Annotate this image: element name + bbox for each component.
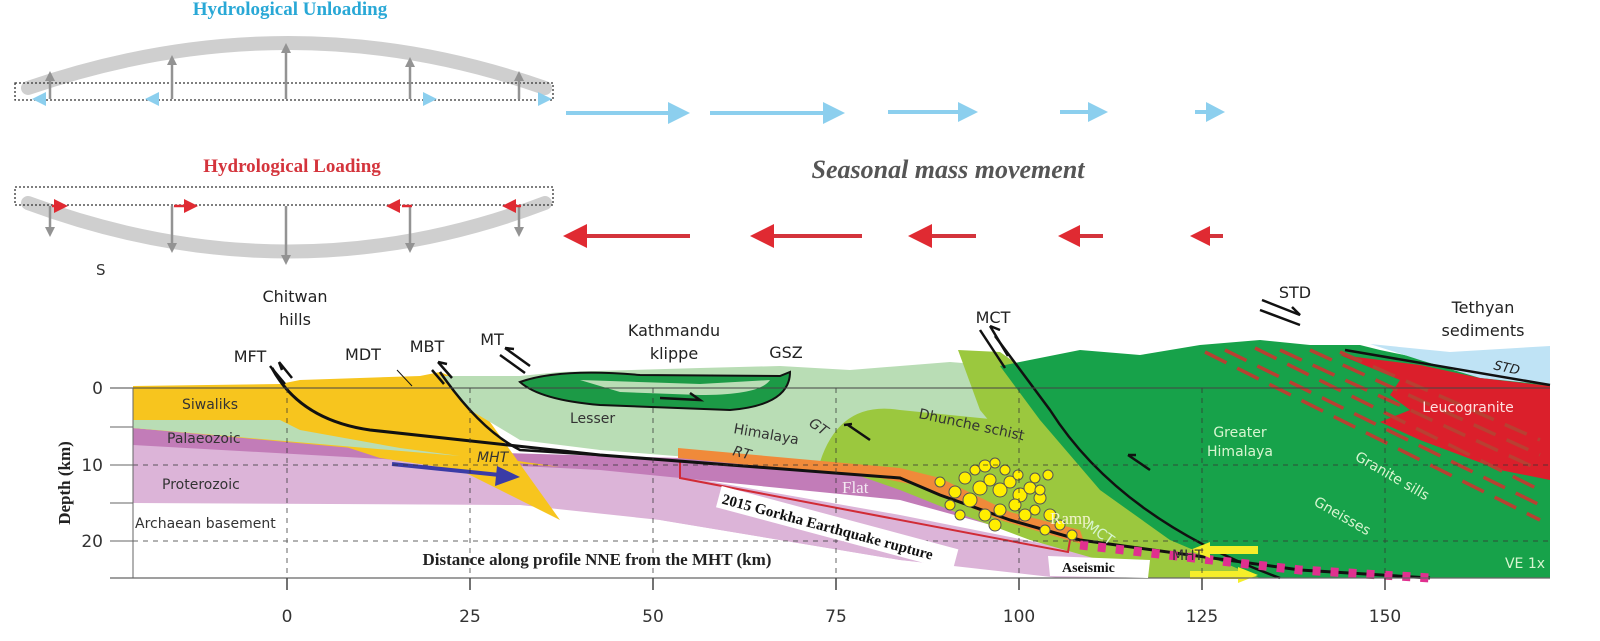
mct-fault: [993, 335, 1281, 580]
tethyan-label-1: Tethyan: [1451, 298, 1515, 317]
x-tick-label-25: 25: [459, 607, 481, 627]
x-tick-label-100: 100: [1003, 607, 1035, 627]
rt-label: RT: [731, 443, 754, 464]
aseismic-dots: [1079, 540, 1431, 583]
flat-label: Flat: [842, 478, 869, 497]
x-ticks: [286, 578, 1386, 590]
rupture-orange-band: [678, 448, 1085, 545]
unloading-title: Hydrological Unloading: [193, 0, 388, 20]
loading-panel: Hydrological Loading S: [14, 156, 554, 279]
kathmandu-label-2: klippe: [650, 344, 698, 363]
mt-label: MT: [480, 330, 504, 349]
y-tick-labels: 0 10 20: [81, 379, 103, 552]
mbt-fault: [438, 371, 601, 457]
loading-horizontal-arrows: [52, 199, 521, 213]
unit-dhunche-green: [820, 408, 1280, 578]
seasonal-unloading-arrows: [566, 102, 1225, 124]
archaean-label: Archaean basement: [135, 516, 276, 532]
gsz-label: GSZ: [769, 343, 803, 362]
x-tick-labels: 0 25 50 75 100 125 150: [282, 607, 1402, 627]
ramp-label: Ramp: [1050, 509, 1091, 528]
unloading-panel: Hydrological Unloading: [14, 0, 554, 106]
lesser-label: Lesser: [570, 411, 615, 427]
x-tick-label-150: 150: [1369, 607, 1401, 627]
std-inner-label: STD: [1492, 359, 1521, 379]
granite-sills: [1204, 346, 1541, 522]
kathmandu-label-1: Kathmandu: [628, 321, 720, 340]
palaeozoic-label: Palaeozoic: [167, 431, 241, 447]
rupture-outline: [679, 462, 1071, 554]
chitwan-label-1: Chitwan: [262, 287, 327, 306]
grid-lines: [133, 388, 1550, 578]
loading-title: Hydrological Loading: [203, 156, 381, 177]
y-tick-label-0: 0: [92, 379, 103, 399]
siwaliks-label: Siwaliks: [182, 397, 238, 413]
x-tick-label-50: 50: [642, 607, 664, 627]
std-fault: [1344, 348, 1551, 387]
aftershock-cluster: [934, 457, 1078, 541]
unloading-dashed-box: [14, 82, 554, 101]
unloading-horizontal-arrows: [32, 92, 552, 106]
y-axis-label: Depth (km): [55, 441, 74, 525]
leucogranite-label: Leucogranite: [1422, 400, 1513, 416]
ve-label: VE 1x: [1505, 556, 1545, 572]
x-axis-label: Distance along profile NNE from the MHT …: [423, 550, 772, 569]
himalaya-gh-label: Himalaya: [1207, 444, 1273, 460]
proterozoic-label: Proterozoic: [162, 477, 240, 493]
slip-arrows: [1190, 542, 1258, 583]
subsidence-arrows: [45, 206, 524, 265]
underthrust-arrow: [391, 462, 520, 486]
tethyan-label-2: sediments: [1442, 321, 1525, 340]
y-tick-label-10: 10: [81, 456, 103, 476]
unit-lesser-himalaya-front: [133, 420, 460, 456]
mft-label: MFT: [234, 347, 267, 366]
cross-section: [110, 335, 1551, 590]
x-tick-label-0: 0: [282, 607, 293, 627]
unit-tethyan: [1370, 344, 1550, 385]
mbt-label: MBT: [410, 337, 445, 356]
chitwan-label-2: hills: [279, 310, 311, 329]
mdt-label: MDT: [345, 345, 381, 364]
seasonal-loading-arrows: [563, 224, 1223, 248]
rupture-label-bg: [715, 485, 959, 571]
greater-label: Greater: [1213, 425, 1267, 441]
uplift-arrows: [45, 43, 524, 99]
mht-left-label: MHT: [477, 450, 510, 466]
y-tick-label-20: 20: [81, 532, 103, 552]
seasonal-mass-movement-label: Seasonal mass movement: [811, 155, 1085, 184]
surface-labels: Chitwan hills MFT MDT MBT MT Kathmandu k…: [234, 283, 1525, 366]
std-top-label: STD: [1279, 283, 1311, 302]
x-tick-label-125: 125: [1186, 607, 1218, 627]
fault-sense-arrows: [269, 298, 1301, 472]
mht-right-label: MHT: [1172, 548, 1204, 564]
unit-siwaliks-front: [133, 388, 560, 467]
mct-top-label: MCT: [976, 308, 1011, 327]
s-label: S: [96, 261, 106, 279]
loading-dashed-box: [14, 186, 554, 206]
aseismic-label: Aseismic: [1062, 561, 1115, 576]
loading-crust-arc: [21, 196, 552, 259]
aseismic-label-group: Aseismic: [1048, 556, 1150, 578]
x-tick-label-75: 75: [825, 607, 847, 627]
